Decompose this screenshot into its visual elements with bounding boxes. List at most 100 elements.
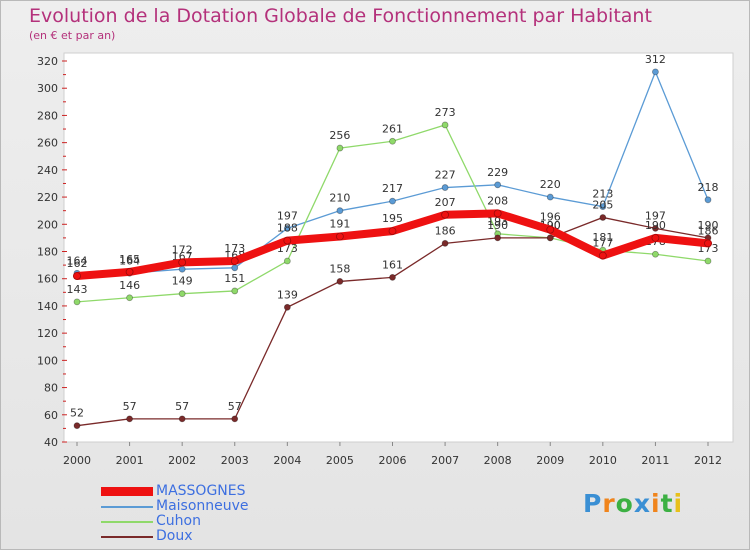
data-label-doux: 197 xyxy=(645,209,666,222)
data-label-massognes: 177 xyxy=(592,237,613,250)
logo-letter: t xyxy=(660,489,674,518)
data-point-maisonneuve xyxy=(652,68,659,76)
logo-letter: x xyxy=(633,489,651,518)
data-point-maisonneuve xyxy=(546,193,554,201)
data-point-cuhon xyxy=(704,257,712,265)
y-tick-label: 80 xyxy=(44,382,58,395)
legend-swatch-cuhon xyxy=(101,521,153,523)
legend-swatch-massognes xyxy=(101,487,153,496)
data-point-maisonneuve xyxy=(494,181,502,189)
y-tick-label: 300 xyxy=(37,82,58,95)
x-tick-label: 2005 xyxy=(326,454,354,467)
logo-letter: i xyxy=(673,489,684,518)
y-tick-label: 180 xyxy=(37,246,58,259)
data-label-doux: 57 xyxy=(228,400,242,413)
data-label-maisonneuve: 164 xyxy=(67,254,88,267)
data-point-cuhon xyxy=(178,290,186,298)
data-label-maisonneuve: 312 xyxy=(645,53,666,66)
data-label-doux: 205 xyxy=(592,198,613,211)
data-label-cuhon: 256 xyxy=(329,129,350,142)
data-point-doux xyxy=(336,278,344,285)
data-label-cuhon: 151 xyxy=(224,272,245,285)
data-label-doux: 190 xyxy=(698,219,719,232)
data-point-massognes xyxy=(441,210,449,219)
data-label-massognes: 186 xyxy=(698,224,719,237)
data-point-massognes xyxy=(651,233,660,242)
legend-label-doux: Doux xyxy=(156,528,193,544)
data-label-cuhon: 273 xyxy=(435,106,456,119)
data-label-massognes: 172 xyxy=(172,243,193,256)
y-tick-label: 260 xyxy=(37,137,58,150)
legend-swatch-doux xyxy=(101,536,153,538)
data-label-cuhon: 181 xyxy=(592,231,613,244)
data-label-doux: 161 xyxy=(382,258,403,271)
x-tick-label: 2007 xyxy=(431,454,459,467)
data-point-cuhon xyxy=(336,144,344,152)
y-tick-label: 240 xyxy=(37,164,58,177)
data-label-massognes: 207 xyxy=(435,196,456,209)
data-label-maisonneuve: 227 xyxy=(435,169,456,182)
y-tick-label: 160 xyxy=(37,273,58,286)
data-point-massognes xyxy=(283,236,292,245)
data-label-maisonneuve: 217 xyxy=(382,182,403,195)
legend-label-maisonneuve: Maisonneuve xyxy=(156,498,249,514)
data-label-doux: 52 xyxy=(70,407,84,420)
data-point-doux xyxy=(441,239,449,247)
data-label-doux: 57 xyxy=(123,400,137,413)
data-point-maisonneuve xyxy=(704,196,712,204)
proxiti-logo: Proxiti xyxy=(583,489,683,518)
data-point-cuhon xyxy=(231,287,239,295)
data-point-maisonneuve xyxy=(231,264,239,272)
data-point-doux xyxy=(389,273,396,281)
data-point-massognes xyxy=(230,257,239,265)
data-label-maisonneuve: 220 xyxy=(540,178,561,191)
data-point-maisonneuve xyxy=(178,265,186,273)
logo-letter: P xyxy=(583,489,603,518)
logo-letter: i xyxy=(651,489,661,518)
data-point-cuhon xyxy=(441,121,449,129)
data-label-maisonneuve: 213 xyxy=(592,188,613,201)
data-point-massognes xyxy=(388,227,397,235)
x-tick-label: 2008 xyxy=(484,454,512,467)
data-point-cuhon xyxy=(389,137,396,145)
x-tick-label: 2012 xyxy=(694,454,722,467)
data-label-massognes: 162 xyxy=(67,257,88,270)
data-point-maisonneuve xyxy=(599,203,607,210)
data-label-massognes: 195 xyxy=(382,212,403,225)
data-point-massognes xyxy=(125,268,134,276)
chart-title: Evolution de la Dotation Globale de Fonc… xyxy=(29,5,652,27)
data-label-cuhon: 261 xyxy=(382,122,403,135)
x-tick-label: 2000 xyxy=(63,454,91,467)
x-tick-label: 2003 xyxy=(221,454,249,467)
data-point-doux xyxy=(546,234,554,242)
data-point-massognes xyxy=(493,209,502,218)
logo-letter: r xyxy=(602,489,616,518)
data-label-maisonneuve: 218 xyxy=(698,181,719,194)
x-tick-label: 2006 xyxy=(379,454,407,467)
y-tick-label: 100 xyxy=(37,354,58,367)
data-point-cuhon xyxy=(283,257,291,265)
legend-swatch-maisonneuve xyxy=(101,506,153,508)
data-point-cuhon xyxy=(126,294,133,302)
data-label-massognes: 196 xyxy=(540,211,561,224)
x-tick-label: 2009 xyxy=(536,454,564,467)
data-label-massognes: 173 xyxy=(224,242,245,255)
data-point-maisonneuve xyxy=(283,224,291,232)
data-point-massognes xyxy=(73,272,81,280)
y-tick-label: 280 xyxy=(37,109,58,122)
data-point-massognes xyxy=(546,225,555,234)
y-tick-label: 60 xyxy=(44,409,58,422)
data-label-maisonneuve: 197 xyxy=(277,209,298,222)
y-tick-label: 140 xyxy=(37,300,58,313)
data-point-massognes xyxy=(598,251,607,260)
data-point-doux xyxy=(494,234,502,242)
data-label-doux: 190 xyxy=(487,219,508,232)
x-tick-label: 2010 xyxy=(589,454,617,467)
data-label-doux: 139 xyxy=(277,288,298,301)
y-tick-label: 120 xyxy=(37,327,58,340)
data-label-cuhon: 149 xyxy=(172,275,193,288)
data-point-doux xyxy=(231,415,239,423)
data-point-maisonneuve xyxy=(441,184,449,191)
data-label-massognes: 188 xyxy=(277,222,298,235)
